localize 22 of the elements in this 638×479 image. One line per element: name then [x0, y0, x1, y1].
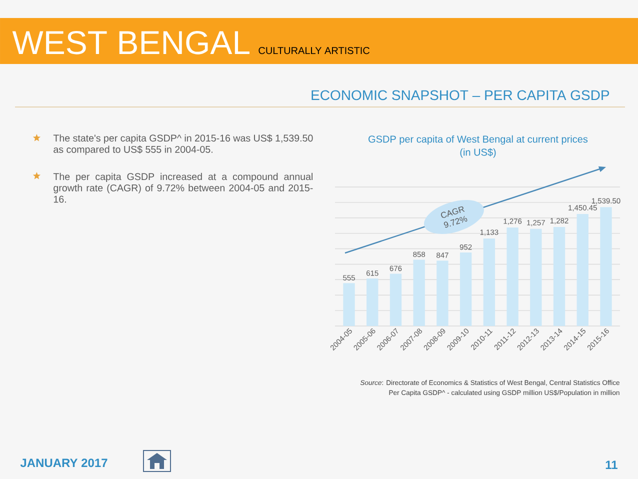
- chart-title: GSDP per capita of West Bengal at current prices: [368, 135, 588, 145]
- text: 11: [606, 460, 618, 469]
- bar: [366, 278, 378, 326]
- text: WEST BENGAL: [12, 30, 250, 54]
- text: The state's per capita GSDP^ in 2015-16 was US$ 1,539.50 as compared to US$ 555 in 2004-05.: [53, 134, 313, 155]
- bar: [390, 274, 402, 326]
- text: CULTURALLY ARTISTIC: [258, 47, 370, 54]
- text: JANUARY 2017: [20, 458, 108, 468]
- text: ECONOMIC SNAPSHOT – PER CAPITA GSDP: [312, 90, 610, 100]
- bar: [483, 238, 496, 326]
- bar: [600, 207, 612, 326]
- bar: [343, 283, 355, 326]
- bar: [413, 260, 425, 326]
- chart-subtitle: (in US$): [460, 148, 496, 158]
- bar: [576, 214, 588, 326]
- bar: [530, 228, 542, 326]
- bar: [553, 226, 566, 326]
- bar: [436, 260, 448, 326]
- text: The per capita GSDP increased at a compound annual growth rate (CAGR) of 9.72% between 2004-05 and 2015-16.: [53, 172, 313, 203]
- bar: [506, 227, 518, 326]
- annotation: CAGR 9.72%: [441, 206, 468, 228]
- bar: [460, 252, 472, 326]
